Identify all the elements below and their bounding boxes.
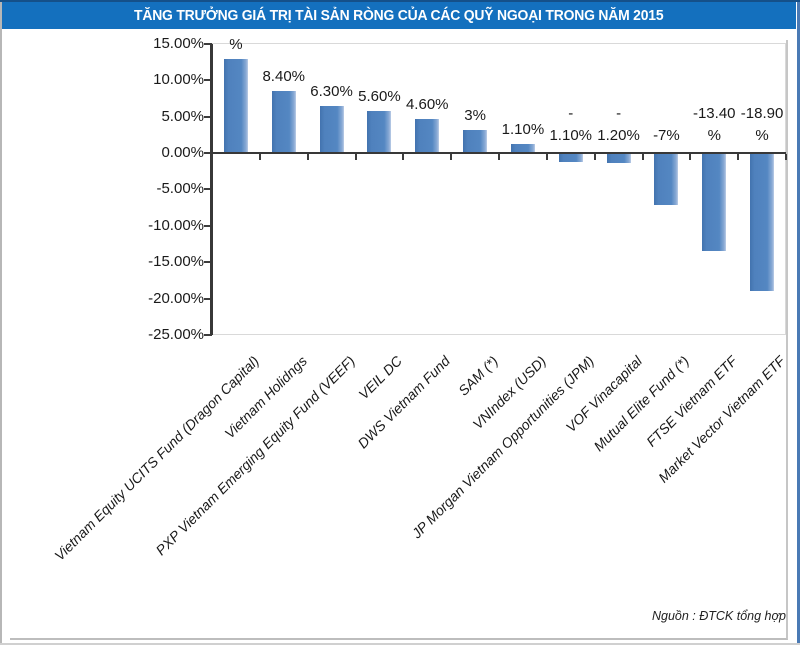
bar-value-label: - 1.20% (597, 105, 640, 144)
y-tick-mark (204, 261, 212, 264)
y-axis-tick-label: 5.00% (161, 107, 204, 125)
y-tick-mark (204, 79, 212, 82)
bar (319, 106, 344, 152)
category-label: SAM (*) (455, 352, 502, 399)
bar (415, 118, 440, 152)
category-label: VNIndex (USD) (469, 352, 549, 433)
bar-value-label: % (229, 35, 243, 53)
bar-value-label: 4.60% (405, 95, 449, 113)
y-tick-mark (204, 333, 212, 336)
y-tick-mark (204, 188, 212, 191)
plot-top-border (212, 43, 786, 44)
category-label: JP Morgan Vietnam Opportunities (JPM) (408, 352, 597, 542)
plot-bottom-border (212, 334, 786, 335)
y-axis-tick-label: 10.00% (153, 71, 204, 89)
bar-value-label: -7% (653, 127, 680, 144)
bar (463, 130, 488, 152)
y-axis-tick-label: -25.00% (148, 325, 204, 343)
bar (750, 154, 775, 292)
page-left-edge (0, 0, 2, 645)
page-top-edge (0, 0, 800, 2)
y-tick-mark (204, 152, 212, 154)
bar (702, 154, 727, 252)
category-tick-mark (737, 154, 740, 160)
bar (558, 154, 583, 162)
bar-value-label: 3% (464, 107, 486, 125)
bar-chart: 15.00% 10.00% 5.00% 0.00% -5.00% -10.00% -15.0… (51, 34, 788, 564)
y-tick-mark (204, 42, 212, 45)
y-axis-tick-label: -20.00% (148, 289, 204, 307)
category-tick-mark (354, 154, 357, 160)
category-label: PXP Vietnam Emerging Equity Fund (VEEF) (152, 352, 358, 559)
category-tick-mark (545, 154, 548, 160)
category-label: Vietnam Holidngs (221, 352, 310, 442)
y-tick-mark (204, 115, 212, 118)
y-axis-tick-label: 0.00% (161, 144, 204, 161)
bar-value-label: 8.40% (262, 67, 306, 85)
bar (367, 111, 392, 152)
y-axis-tick-label: -5.00% (156, 180, 204, 198)
bar-value-label: -13.40 % (692, 105, 736, 144)
category-tick-mark (402, 154, 405, 160)
chart-title: TĂNG TRƯỞNG GIÁ TRỊ TÀI SẢN RÒNG CỦA CÁC… (134, 7, 664, 24)
category-tick-mark (498, 154, 500, 160)
x-axis (210, 151, 786, 154)
bar (606, 154, 631, 163)
category-tick-mark (689, 154, 692, 160)
bar-value-label: 6.30% (310, 83, 353, 101)
bar (223, 58, 248, 152)
page-bottom-edge (0, 643, 800, 645)
plot-right-border (785, 44, 786, 335)
category-tick-mark (258, 154, 261, 160)
y-axis-tick-label: -15.00% (148, 253, 204, 271)
y-tick-mark (204, 297, 212, 300)
category-tick-mark (306, 154, 309, 160)
category-label: Mutual Elite Fund (*) (590, 352, 693, 455)
source-note: Nguồn : ĐTCK tổng hợp (651, 609, 786, 623)
category-tick-mark (593, 154, 596, 160)
bar-value-label: - 1.10% (549, 105, 593, 144)
category-tick-mark (211, 154, 213, 160)
category-tick-mark (641, 154, 644, 160)
y-axis-tick-label: -10.00% (148, 216, 204, 234)
chart-frame (10, 40, 788, 640)
category-label: VOF Vinacapital (562, 352, 645, 436)
bar-value-label: 5.60% (358, 88, 401, 106)
chart-title-band: TĂNG TRƯỞNG GIÁ TRỊ TÀI SẢN RÒNG CỦA CÁC… (2, 2, 796, 29)
bar-value-label: 1.10% (501, 120, 545, 138)
category-label: VEIL DC (355, 352, 406, 403)
bar (510, 143, 535, 152)
page-right-edge (797, 0, 800, 645)
bar (271, 90, 296, 152)
y-tick-mark (204, 224, 212, 227)
bar (654, 154, 679, 205)
category-tick-mark (785, 154, 787, 160)
category-label: DWS Vietnam Fund (354, 352, 454, 452)
category-tick-mark (450, 154, 453, 160)
y-axis (210, 44, 213, 335)
bar-value-label: -18.90 % (740, 105, 784, 144)
y-axis-tick-label: 15.00% (153, 34, 204, 52)
